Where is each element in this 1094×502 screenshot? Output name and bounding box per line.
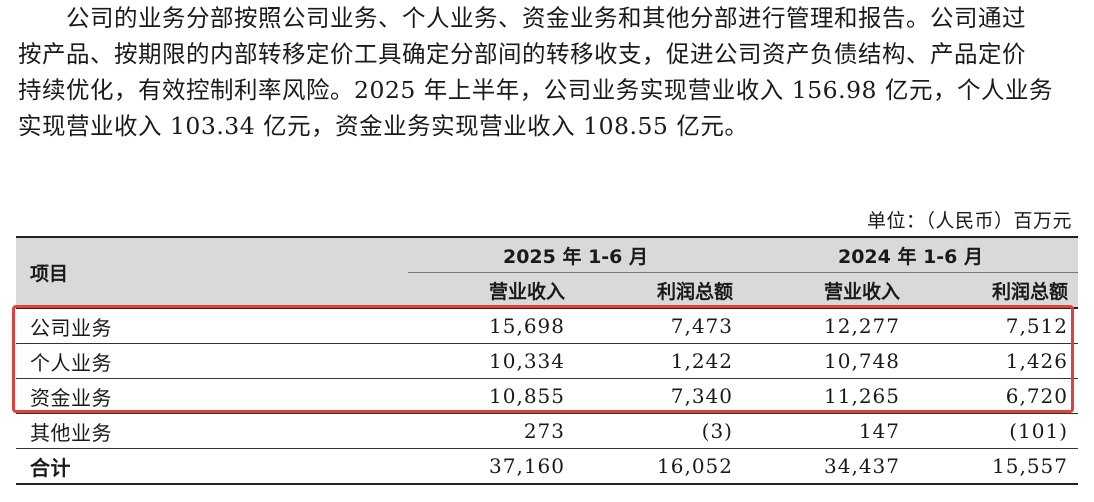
revenue-header-2025: 营业收入	[408, 272, 575, 309]
table-cell: 7,340	[575, 378, 743, 414]
table-row-retail: 个人业务 10,334 1,242 10,748 1,426	[16, 343, 1078, 379]
item-header: 项目	[16, 236, 408, 309]
profit-header-2024: 利润总额	[910, 272, 1078, 309]
table-cell: 11,265	[743, 378, 910, 414]
table-cell: 10,855	[408, 378, 575, 414]
table-cell: 12,277	[743, 308, 910, 344]
segment-results-table: 项目 2025 年 1-6 月 2024 年 1-6 月 营业收入 利润总额 营…	[16, 236, 1078, 485]
row-label: 资金业务	[16, 378, 408, 414]
period-header-2024: 2024 年 1-6 月	[743, 236, 1078, 273]
table-cell: 10,334	[408, 343, 575, 379]
profit-header-2025: 利润总额	[575, 272, 743, 309]
row-label: 其他业务	[16, 413, 408, 449]
table-cell: 1,242	[575, 343, 743, 379]
table-cell: 1,426	[910, 343, 1078, 379]
segment-description-paragraph: 公司的业务分部按照公司业务、个人业务、资金业务和其他分部进行管理和报告。公司通过…	[18, 0, 1080, 144]
paragraph-line: 公司的业务分部按照公司业务、个人业务、资金业务和其他分部进行管理和报告。公司通过	[66, 4, 1026, 32]
table-cell: 16,052	[575, 448, 743, 485]
table-row-other: 其他业务 273 (3) 147 (101)	[16, 413, 1078, 449]
paragraph-line: 按产品、按期限的内部转移定价工具确定分部间的转移收支，促进公司资产负债结构、产品…	[18, 40, 1026, 68]
table-cell: (101)	[910, 413, 1078, 449]
period-header-2025: 2025 年 1-6 月	[408, 236, 743, 273]
revenue-header-2024: 营业收入	[743, 272, 910, 309]
table-cell: 37,160	[408, 448, 575, 485]
row-label: 个人业务	[16, 343, 408, 379]
table-cell: 147	[743, 413, 910, 449]
paragraph-line: 持续优化，有效控制利率风险。2025 年上半年，公司业务实现营业收入 156.9…	[18, 76, 1053, 104]
table-cell: 7,512	[910, 308, 1078, 344]
table-cell: 7,473	[575, 308, 743, 344]
table-cell: 6,720	[910, 378, 1078, 414]
table-row-total: 合计 37,160 16,052 34,437 15,557	[16, 448, 1078, 485]
table-cell: (3)	[575, 413, 743, 449]
table-cell: 15,557	[910, 448, 1078, 485]
row-label: 合计	[16, 448, 408, 485]
row-label: 公司业务	[16, 308, 408, 344]
table-cell: 34,437	[743, 448, 910, 485]
unit-label: 单位：（人民币）百万元	[866, 210, 1072, 232]
table-row-treasury: 资金业务 10,855 7,340 11,265 6,720	[16, 378, 1078, 414]
table-row-corporate: 公司业务 15,698 7,473 12,277 7,512	[16, 308, 1078, 344]
table-cell: 15,698	[408, 308, 575, 344]
table-cell: 10,748	[743, 343, 910, 379]
paragraph-line: 实现营业收入 103.34 亿元，资金业务实现营业收入 108.55 亿元。	[18, 112, 749, 140]
table-cell: 273	[408, 413, 575, 449]
